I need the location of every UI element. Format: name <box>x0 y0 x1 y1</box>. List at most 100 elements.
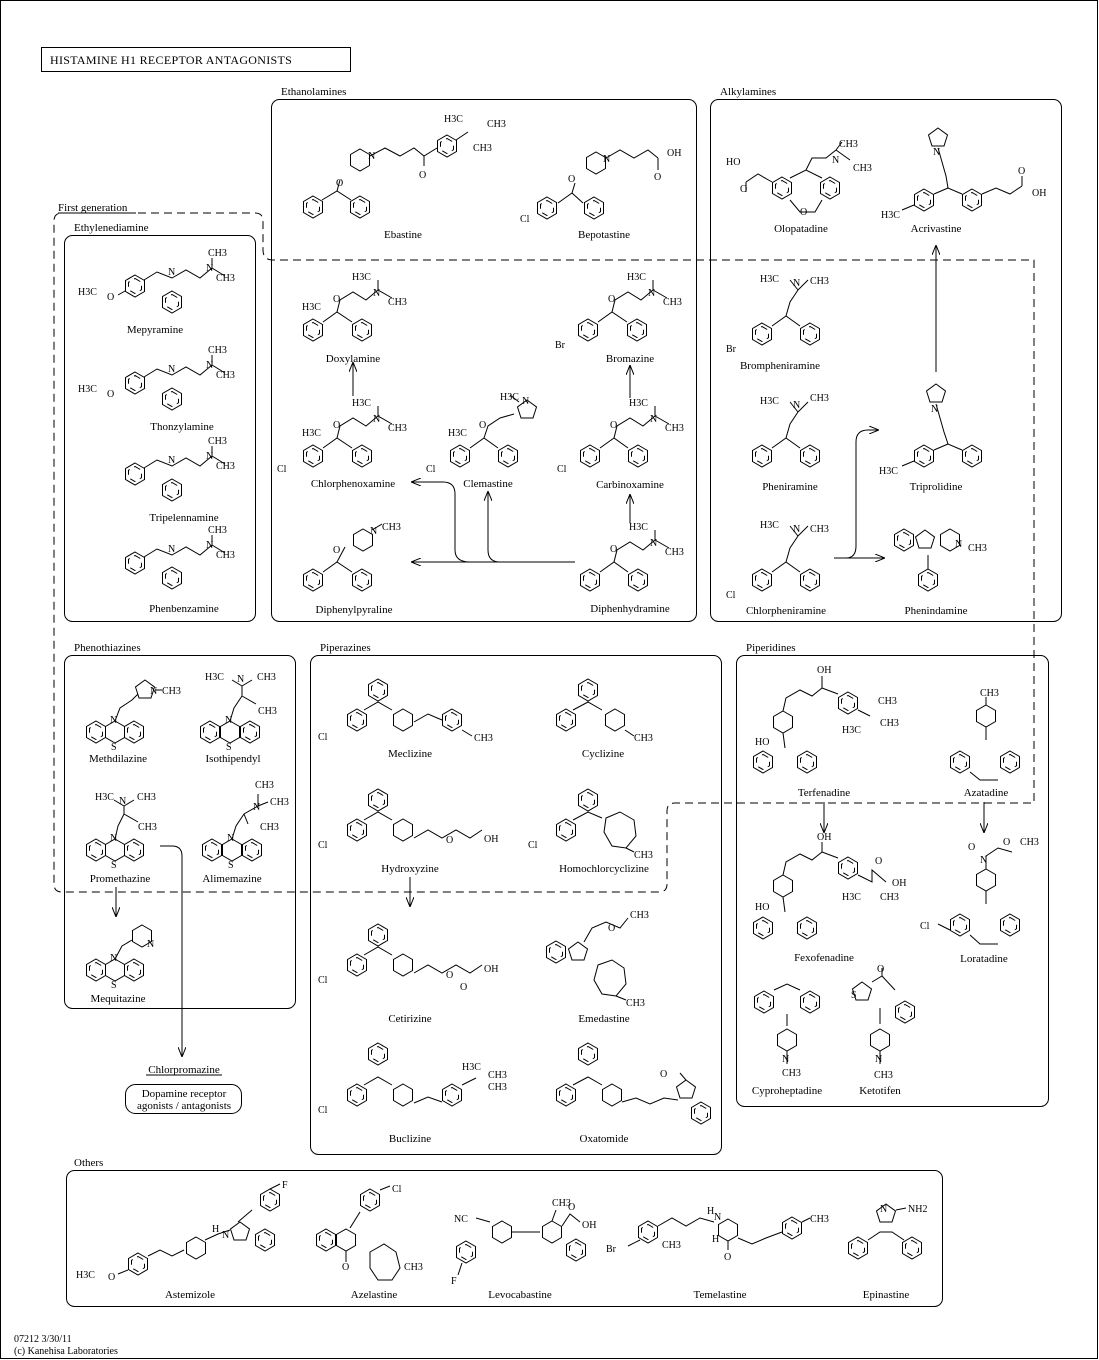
drug-label-buclizine[interactable]: Buclizine <box>389 1133 431 1145</box>
drug-label-promethazine[interactable]: Promethazine <box>90 873 151 885</box>
svg-text:N: N <box>955 539 962 550</box>
svg-text:N: N <box>603 154 610 165</box>
drug-label-chlorpromazine[interactable]: Chlorpromazine <box>148 1064 220 1076</box>
svg-text:CH3: CH3 <box>663 297 682 308</box>
structure-carbinoxamine: H3C CH3 Cl O N <box>557 398 684 475</box>
svg-text:S: S <box>226 742 232 753</box>
drug-label-ebastine[interactable]: Ebastine <box>384 229 422 241</box>
svg-text:S: S <box>111 860 117 871</box>
drug-label-pheniramine[interactable]: Pheniramine <box>762 481 818 493</box>
drug-label-phenindamine[interactable]: Phenindamine <box>905 605 968 617</box>
drug-label-acrivastine[interactable]: Acrivastine <box>911 223 962 235</box>
footer-copyright: (c) Kanehisa Laboratories <box>14 1346 118 1357</box>
svg-text:N: N <box>933 147 940 158</box>
drug-label-isothipendyl[interactable]: Isothipendyl <box>206 753 261 765</box>
svg-text:N: N <box>880 1204 887 1215</box>
svg-text:Cl: Cl <box>426 464 436 475</box>
svg-text:Br: Br <box>606 1244 617 1255</box>
svg-text:Cl: Cl <box>318 1105 328 1116</box>
drug-label-levocabastine[interactable]: Levocabastine <box>488 1289 552 1301</box>
svg-text:HO: HO <box>726 157 740 168</box>
drug-label-bepotastine[interactable]: Bepotastine <box>578 229 630 241</box>
drug-label-clemastine[interactable]: Clemastine <box>463 478 513 490</box>
dopamine-receptor-box[interactable] <box>125 1084 242 1114</box>
group-label-ethanolamines: Ethanolamines <box>281 86 346 98</box>
drug-label-cyclizine[interactable]: Cyclizine <box>582 748 624 760</box>
svg-text:O: O <box>479 420 486 431</box>
drug-label-azatadine[interactable]: Azatadine <box>964 787 1009 799</box>
drug-label-triprolidine[interactable]: Triprolidine <box>910 481 963 493</box>
svg-text:H3C: H3C <box>352 398 371 409</box>
svg-text:N: N <box>237 674 244 685</box>
structure-emedastine: O CH3 CH3 <box>546 910 649 1009</box>
drug-label-hydroxyzine[interactable]: Hydroxyzine <box>381 863 439 875</box>
svg-text:N: N <box>110 953 117 964</box>
drug-label-carbinoxamine[interactable]: Carbinoxamine <box>596 479 664 491</box>
svg-text:CH3: CH3 <box>257 672 276 683</box>
drug-label-cetirizine[interactable]: Cetirizine <box>388 1013 431 1025</box>
drug-label-cyproheptadine[interactable]: Cyproheptadine <box>752 1085 822 1097</box>
svg-text:N: N <box>119 796 126 807</box>
group-box-others <box>66 1170 943 1307</box>
drug-label-olopatadine[interactable]: Olopatadine <box>774 223 828 235</box>
svg-text:N: N <box>980 855 987 866</box>
drug-label-homochlorcyclizine[interactable]: Homochlorcyclizine <box>559 863 649 875</box>
svg-text:CH3: CH3 <box>208 525 227 536</box>
svg-text:H3C: H3C <box>302 428 321 439</box>
drug-label-astemizole[interactable]: Astemizole <box>165 1289 215 1301</box>
drug-label-epinastine[interactable]: Epinastine <box>863 1289 910 1301</box>
drug-label-chlorpheniramine[interactable]: Chlorpheniramine <box>746 605 826 617</box>
svg-text:H3C: H3C <box>629 522 648 533</box>
drug-label-phenbenzamine[interactable]: Phenbenzamine <box>149 603 219 615</box>
svg-text:Cl: Cl <box>392 1184 402 1195</box>
structure-astemizole: H3C O F H N <box>76 1180 288 1283</box>
arrows <box>116 246 984 1056</box>
structure-phenbenzamine: CH3 CH3 N N <box>125 525 235 590</box>
structure-ebastine: H3C CH3 CH3 O N O <box>303 114 506 219</box>
svg-text:CH3: CH3 <box>216 461 235 472</box>
svg-text:H3C: H3C <box>629 398 648 409</box>
drug-label-ketotifen[interactable]: Ketotifen <box>859 1085 901 1097</box>
drug-label-bromazine[interactable]: Bromazine <box>606 353 654 365</box>
group-box-piperidines <box>736 655 1049 1107</box>
svg-text:S: S <box>228 860 234 871</box>
svg-text:N: N <box>373 414 380 425</box>
svg-text:H3C: H3C <box>78 384 97 395</box>
svg-text:H3C: H3C <box>500 392 519 403</box>
svg-text:CH3: CH3 <box>665 423 684 434</box>
svg-text:CH3: CH3 <box>810 524 829 535</box>
drug-label-brompheniramine[interactable]: Brompheniramine <box>740 360 820 372</box>
drug-label-meclizine[interactable]: Meclizine <box>388 748 432 760</box>
svg-text:CH3: CH3 <box>208 248 227 259</box>
svg-text:CH3: CH3 <box>216 370 235 381</box>
drug-label-loratadine[interactable]: Loratadine <box>960 953 1008 965</box>
drug-label-mepyramine[interactable]: Mepyramine <box>127 324 183 336</box>
svg-text:N: N <box>931 404 938 415</box>
drug-label-alimemazine[interactable]: Alimemazine <box>202 873 261 885</box>
drug-label-doxylamine[interactable]: Doxylamine <box>326 353 380 365</box>
drug-label-azelastine[interactable]: Azelastine <box>351 1289 398 1301</box>
svg-text:CH3: CH3 <box>552 1198 571 1209</box>
drug-label-chlorphenoxamine[interactable]: Chlorphenoxamine <box>311 478 395 490</box>
structure-hydroxyzine: Cl O OH <box>318 788 498 851</box>
svg-text:N: N <box>714 1212 721 1223</box>
svg-text:N: N <box>206 540 213 551</box>
svg-text:CH3: CH3 <box>260 822 279 833</box>
drug-label-tripelennamine[interactable]: Tripelennamine <box>149 512 218 524</box>
svg-text:CH3: CH3 <box>138 822 157 833</box>
drug-label-thonzylamine[interactable]: Thonzylamine <box>150 421 214 433</box>
drug-label-terfenadine[interactable]: Terfenadine <box>798 787 850 799</box>
drug-label-emedastine[interactable]: Emedastine <box>578 1013 629 1025</box>
drug-label-fexofenadine[interactable]: Fexofenadine <box>794 952 854 964</box>
drug-label-methdilazine[interactable]: Methdilazine <box>89 753 147 765</box>
drug-label-diphenylpyraline[interactable]: Diphenylpyraline <box>316 604 393 616</box>
svg-text:H3C: H3C <box>627 272 646 283</box>
drug-label-mequitazine[interactable]: Mequitazine <box>91 993 146 1005</box>
svg-text:H3C: H3C <box>76 1270 95 1281</box>
drug-label-temelastine[interactable]: Temelastine <box>694 1289 747 1301</box>
structure-epinastine: NH2 N <box>848 1203 927 1260</box>
drug-label-diphenhydramine[interactable]: Diphenhydramine <box>590 603 670 615</box>
svg-text:O: O <box>610 420 617 431</box>
drug-label-oxatomide[interactable]: Oxatomide <box>580 1133 629 1145</box>
svg-text:O: O <box>107 389 114 400</box>
